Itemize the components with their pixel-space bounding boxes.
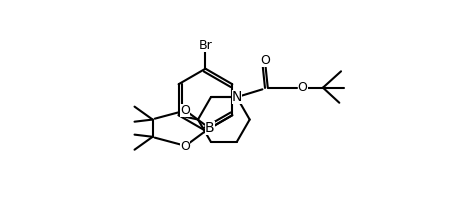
Text: O: O	[298, 81, 308, 94]
Text: N: N	[232, 90, 242, 104]
Text: B: B	[205, 121, 215, 135]
Text: O: O	[180, 140, 190, 153]
Text: O: O	[261, 54, 271, 67]
Text: Br: Br	[198, 38, 212, 51]
Text: O: O	[180, 104, 190, 116]
